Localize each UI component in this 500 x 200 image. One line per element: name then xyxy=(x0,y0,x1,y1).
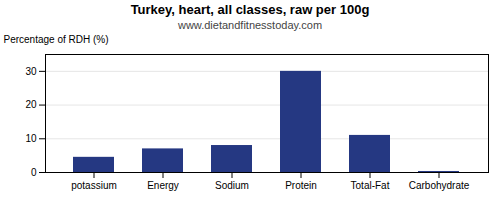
svg-text:Energy: Energy xyxy=(147,180,179,191)
svg-text:0: 0 xyxy=(31,167,37,178)
svg-text:Carbohydrate: Carbohydrate xyxy=(409,180,470,191)
html-text:www.dietandfitnesstoday.com: www.dietandfitnesstoday.com xyxy=(178,19,322,31)
svg-text:Sodium: Sodium xyxy=(215,180,249,191)
svg-text:30: 30 xyxy=(25,66,37,77)
svg-text:potassium: potassium xyxy=(71,180,117,191)
svg-text:Percentage of RDH (%): Percentage of RDH (%) xyxy=(4,34,109,45)
svg-text:20: 20 xyxy=(25,99,37,110)
html-text:Turkey, heart, all classes, ra: Turkey, heart, all classes, raw per 100g xyxy=(130,2,370,17)
svg-text:10: 10 xyxy=(25,133,37,144)
svg-text:Protein: Protein xyxy=(285,180,317,191)
svg-text:Total-Fat: Total-Fat xyxy=(351,180,390,191)
